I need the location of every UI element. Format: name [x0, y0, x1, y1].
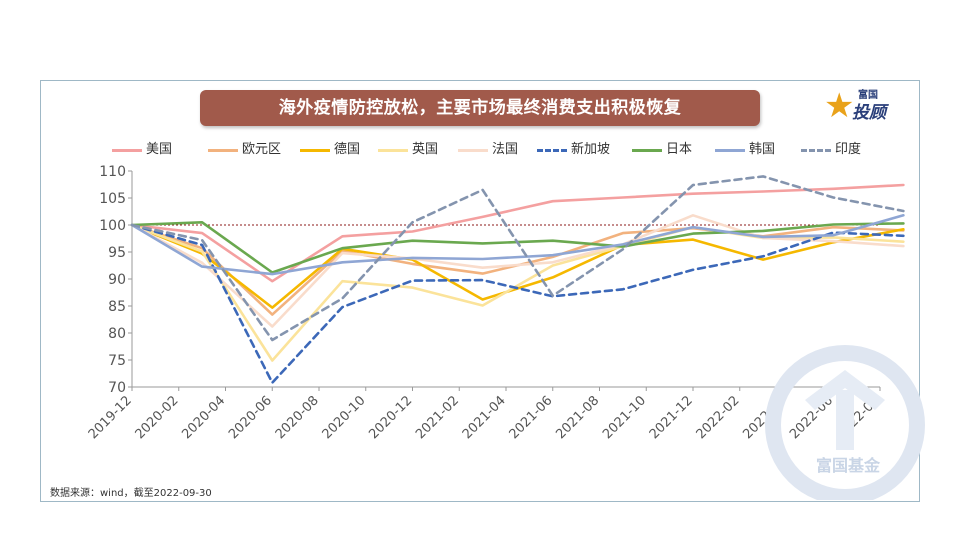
y-tick-label: 105: [99, 191, 126, 207]
watermark: 富国基金: [750, 330, 930, 505]
legend-label: 德国: [334, 142, 361, 157]
x-tick-label: 2020-02: [133, 393, 182, 442]
legend-label: 新加坡: [571, 142, 611, 157]
data-source-note: 数据来源：wind，截至2022-09-30: [50, 488, 212, 499]
x-tick-label: 2021-02: [413, 393, 462, 442]
series-line-4: [130, 214, 905, 328]
x-tick-label: 2021-06: [507, 393, 556, 442]
watermark-logo-icon: [765, 345, 925, 505]
series-line-5: [130, 223, 905, 385]
y-tick-label: 110: [99, 164, 126, 180]
legend-label: 韩国: [749, 142, 776, 157]
legend-label: 法国: [492, 142, 519, 157]
y-tick-label: 75: [108, 353, 126, 369]
x-tick-label: 2020-10: [320, 393, 369, 442]
brand-top-text: 富国: [858, 90, 878, 101]
x-tick-label: 2020-12: [366, 393, 415, 442]
x-tick-label: 2019-12: [86, 393, 135, 442]
legend-swatch: [300, 149, 330, 152]
x-tick-label: 2020-06: [226, 393, 275, 442]
y-tick-label: 70: [108, 380, 126, 396]
x-tick-label: 2021-08: [553, 393, 602, 442]
legend-swatch: [378, 149, 408, 152]
y-tick-label: 95: [108, 245, 126, 261]
x-tick-label: 2020-08: [273, 393, 322, 442]
legend-swatch: [715, 149, 745, 152]
legend-label: 美国: [146, 142, 173, 157]
brand-main-text: 投顾: [852, 103, 886, 123]
legend-label: 欧元区: [242, 142, 282, 157]
star-icon: ★: [824, 86, 855, 126]
legend-swatch: [632, 149, 662, 152]
brand-logo: ★ 富国 投顾: [822, 84, 914, 128]
legend-swatch: [112, 149, 142, 152]
legend-swatch: [801, 149, 831, 152]
x-tick-label: 2021-10: [600, 393, 649, 442]
chart-title: 海外疫情防控放松，主要市场最终消费支出积极恢复: [200, 90, 760, 126]
series-line-7: [130, 214, 905, 276]
x-tick-label: 2020-04: [179, 393, 228, 442]
legend-label: 印度: [835, 142, 862, 157]
legend-swatch: [537, 149, 567, 152]
x-tick-label: 2022-02: [694, 393, 743, 442]
legend-swatch: [458, 149, 488, 152]
legend-label: 日本: [666, 142, 693, 157]
x-tick-label: 2021-12: [647, 393, 696, 442]
watermark-text: 富国基金: [816, 456, 881, 475]
y-tick-label: 90: [108, 272, 126, 288]
y-tick-label: 80: [108, 326, 126, 342]
x-tick-label: 2021-04: [460, 393, 509, 442]
y-tick-label: 100: [99, 218, 126, 234]
y-tick-label: 85: [108, 299, 126, 315]
legend-label: 英国: [412, 142, 439, 157]
legend-swatch: [208, 149, 238, 152]
series-line-8: [130, 175, 905, 342]
